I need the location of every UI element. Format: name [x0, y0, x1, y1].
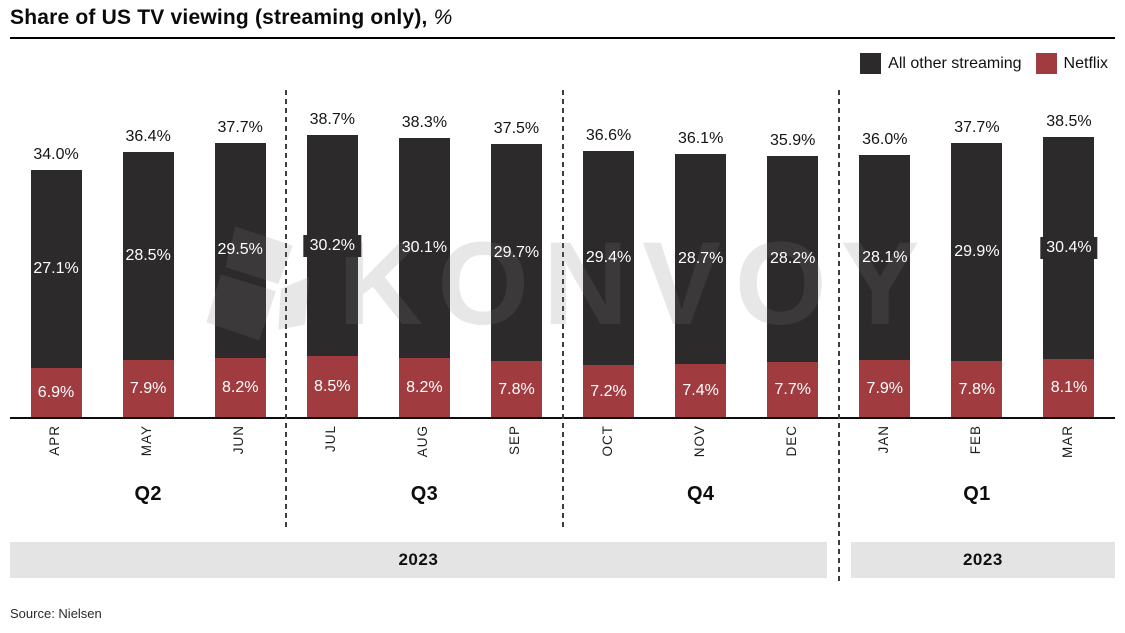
- label-netflix: 8.2%: [406, 379, 443, 397]
- legend-label: All other streaming: [888, 54, 1022, 72]
- label-netflix: 7.4%: [682, 381, 719, 399]
- label-total: 38.3%: [401, 114, 448, 132]
- bar-netflix: [122, 360, 174, 418]
- label-all-other-streaming: 30.2%: [303, 234, 361, 257]
- label-total: 38.7%: [309, 111, 355, 129]
- bar-netflix: [583, 365, 635, 418]
- label-total: 36.6%: [585, 126, 632, 144]
- label-total: 38.5%: [1046, 112, 1092, 130]
- label-all-other-streaming: 27.1%: [33, 259, 79, 277]
- bar-all-other-streaming: [214, 142, 266, 359]
- month-label: NOV: [691, 425, 707, 458]
- bar-all-other-streaming: [951, 142, 1003, 362]
- label-all-other-streaming: 29.7%: [493, 243, 540, 261]
- year-band: 2023: [10, 542, 827, 578]
- label-all-other-streaming: 29.5%: [217, 241, 263, 259]
- label-all-other-streaming: 29.9%: [954, 242, 1000, 260]
- quarter-divider: [561, 90, 564, 529]
- quarter-label: Q4: [686, 483, 715, 505]
- month-label: MAR: [1059, 425, 1075, 458]
- legend-label: Netflix: [1063, 54, 1108, 72]
- legend-swatch: [1035, 53, 1057, 74]
- legend-swatch: [860, 53, 882, 74]
- month-label: FEB: [967, 425, 983, 455]
- label-netflix: 7.2%: [590, 382, 627, 400]
- label-total: 37.5%: [493, 120, 540, 138]
- bar-all-other-streaming: [675, 154, 727, 364]
- bar-all-other-streaming: [122, 152, 174, 361]
- bar-netflix: [214, 358, 266, 418]
- label-all-other-streaming: 28.2%: [770, 249, 816, 267]
- label-netflix: 8.5%: [314, 377, 351, 395]
- label-total: 36.1%: [677, 130, 724, 148]
- year-band: 2023: [850, 542, 1115, 578]
- bar-netflix: [306, 355, 358, 418]
- quarter-label: Q2: [134, 483, 162, 505]
- month-label: OCT: [599, 425, 615, 457]
- label-all-other-streaming: 28.5%: [125, 247, 171, 265]
- bar-all-other-streaming: [859, 155, 911, 361]
- month-label: DEC: [783, 425, 799, 457]
- bar-all-other-streaming: [767, 155, 819, 362]
- legend-item: All other streaming: [860, 53, 1022, 74]
- month-label: SEP: [507, 425, 523, 456]
- label-all-other-streaming: 28.7%: [677, 250, 724, 268]
- quarter-divider: [285, 90, 288, 529]
- label-all-other-streaming: 28.1%: [862, 248, 908, 266]
- bar-all-other-streaming: [398, 138, 450, 359]
- source-note: Source: Nielsen: [10, 606, 102, 621]
- label-total: 36.0%: [862, 131, 908, 149]
- label-netflix: 7.9%: [866, 380, 904, 398]
- bar-all-other-streaming: [30, 169, 82, 368]
- month-label: APR: [47, 425, 63, 456]
- bar-all-other-streaming: [490, 144, 542, 362]
- month-label: MAY: [139, 425, 155, 457]
- bar-netflix: [767, 361, 819, 418]
- label-total: 37.7%: [954, 118, 1000, 136]
- label-total: 35.9%: [770, 131, 816, 149]
- label-total: 36.4%: [125, 128, 171, 146]
- bar-netflix: [951, 361, 1003, 418]
- month-label: JUL: [323, 425, 339, 453]
- quarter-divider: [837, 90, 840, 585]
- label-all-other-streaming: 30.1%: [401, 239, 448, 257]
- label-total: 34.0%: [33, 145, 79, 163]
- month-label: JUN: [231, 425, 247, 455]
- label-netflix: 7.7%: [774, 380, 811, 398]
- label-netflix: 7.9%: [129, 380, 167, 398]
- bar-netflix: [398, 358, 450, 418]
- label-netflix: 8.1%: [1050, 379, 1088, 397]
- label-total: 37.7%: [217, 118, 263, 136]
- month-label: AUG: [415, 425, 431, 458]
- bar-netflix: [490, 361, 542, 418]
- label-netflix: 6.9%: [37, 383, 75, 401]
- label-all-other-streaming: 29.4%: [585, 249, 632, 267]
- bar-netflix: [859, 360, 911, 418]
- bar-netflix: [30, 367, 82, 418]
- title-text: Share of US TV viewing (streaming only),: [10, 6, 428, 29]
- bar-all-other-streaming: [583, 150, 635, 366]
- quarter-label: Q3: [410, 483, 439, 505]
- page-title: Share of US TV viewing (streaming only),…: [10, 6, 1115, 39]
- label-netflix: 7.8%: [498, 380, 535, 398]
- legend-item: Netflix: [1035, 53, 1108, 74]
- title-unit: %: [433, 6, 453, 29]
- label-netflix: 8.2%: [221, 379, 259, 397]
- chart-legend: All other streaming Netflix: [860, 53, 1108, 74]
- month-label: JAN: [875, 425, 891, 454]
- label-all-other-streaming: 30.4%: [1040, 236, 1098, 259]
- label-netflix: 7.8%: [958, 380, 996, 398]
- quarter-label: Q1: [963, 483, 991, 505]
- bar-netflix: [675, 363, 727, 418]
- bar-netflix: [1043, 358, 1095, 418]
